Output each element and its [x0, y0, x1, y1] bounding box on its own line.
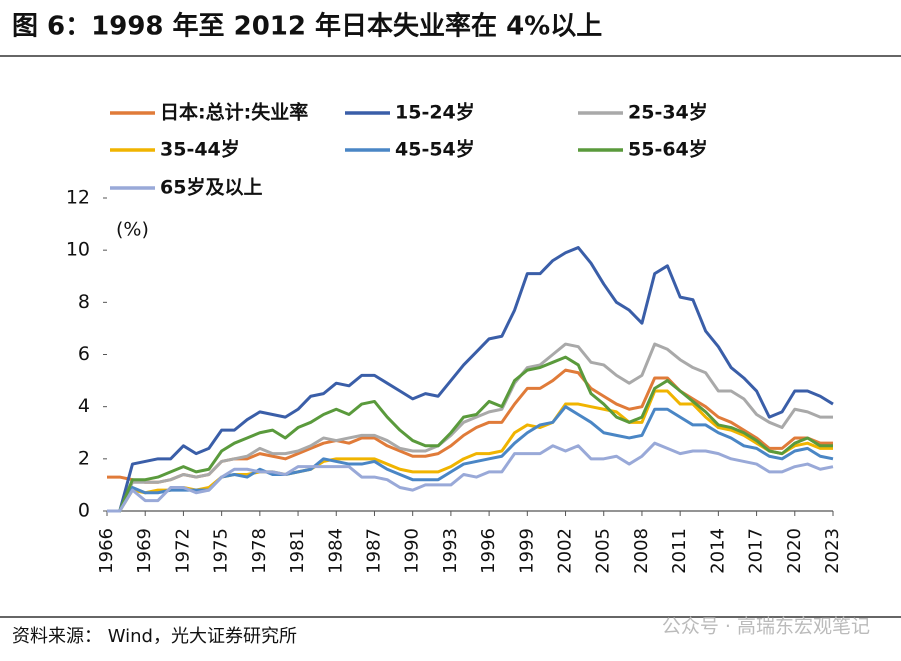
watermark: 公众号 · 高瑞东宏观笔记	[662, 616, 870, 638]
series-line	[107, 246, 834, 513]
x-tick-label: 1966	[96, 528, 117, 574]
chart-title: 图 6：1998 年至 2012 年日本失业率在 4%以上	[12, 11, 602, 42]
y-tick-label: 10	[66, 239, 90, 261]
legend-label: 35-44岁	[160, 138, 240, 161]
series-line	[107, 441, 834, 513]
x-tick-label: 1975	[211, 528, 232, 574]
series-line	[107, 405, 834, 513]
legend-label: 45-54岁	[395, 138, 475, 161]
legend-label: 15-24岁	[395, 101, 475, 124]
y-tick-label: 6	[78, 343, 90, 365]
x-tick-label: 2017	[746, 528, 767, 574]
x-tick-label: 1987	[363, 528, 384, 574]
x-tick-label: 1993	[440, 528, 461, 574]
x-tick-label: 1996	[478, 528, 499, 574]
x-tick-label: 2023	[822, 528, 843, 574]
x-tick-label: 1978	[249, 528, 270, 574]
legend-label: 65岁及以上	[160, 176, 262, 199]
source: 资料来源： Wind，光大证券研究所	[12, 626, 297, 647]
y-tick-label: 12	[66, 187, 90, 209]
x-tick-label: 1969	[134, 528, 155, 574]
x-tick-label: 1984	[325, 528, 346, 574]
series-line	[107, 389, 833, 513]
x-tick-label: 1999	[516, 528, 537, 574]
y-tick-label: 2	[78, 447, 90, 469]
y-tick-label: 8	[78, 291, 90, 313]
x-tick-label: 2011	[669, 528, 690, 574]
x-tick-label: 2005	[593, 528, 614, 574]
legend-label: 日本:总计:失业率	[160, 101, 308, 124]
legend-label: 55-64岁	[628, 138, 708, 161]
series-line	[107, 355, 833, 513]
x-tick-label: 1972	[172, 528, 193, 574]
y-tick-label: 4	[78, 395, 90, 417]
series-line	[107, 342, 833, 513]
x-tick-label: 1990	[402, 528, 423, 574]
y-tick-label: 0	[78, 500, 90, 522]
x-tick-label: 1981	[287, 528, 308, 574]
x-tick-label: 2008	[631, 528, 652, 574]
x-tick-label: 2002	[555, 528, 576, 574]
x-tick-label: 2014	[707, 528, 728, 574]
y-axis-label: (%)	[116, 219, 149, 241]
x-tick-label: 2020	[784, 528, 805, 574]
legend-label: 25-34岁	[628, 101, 708, 124]
